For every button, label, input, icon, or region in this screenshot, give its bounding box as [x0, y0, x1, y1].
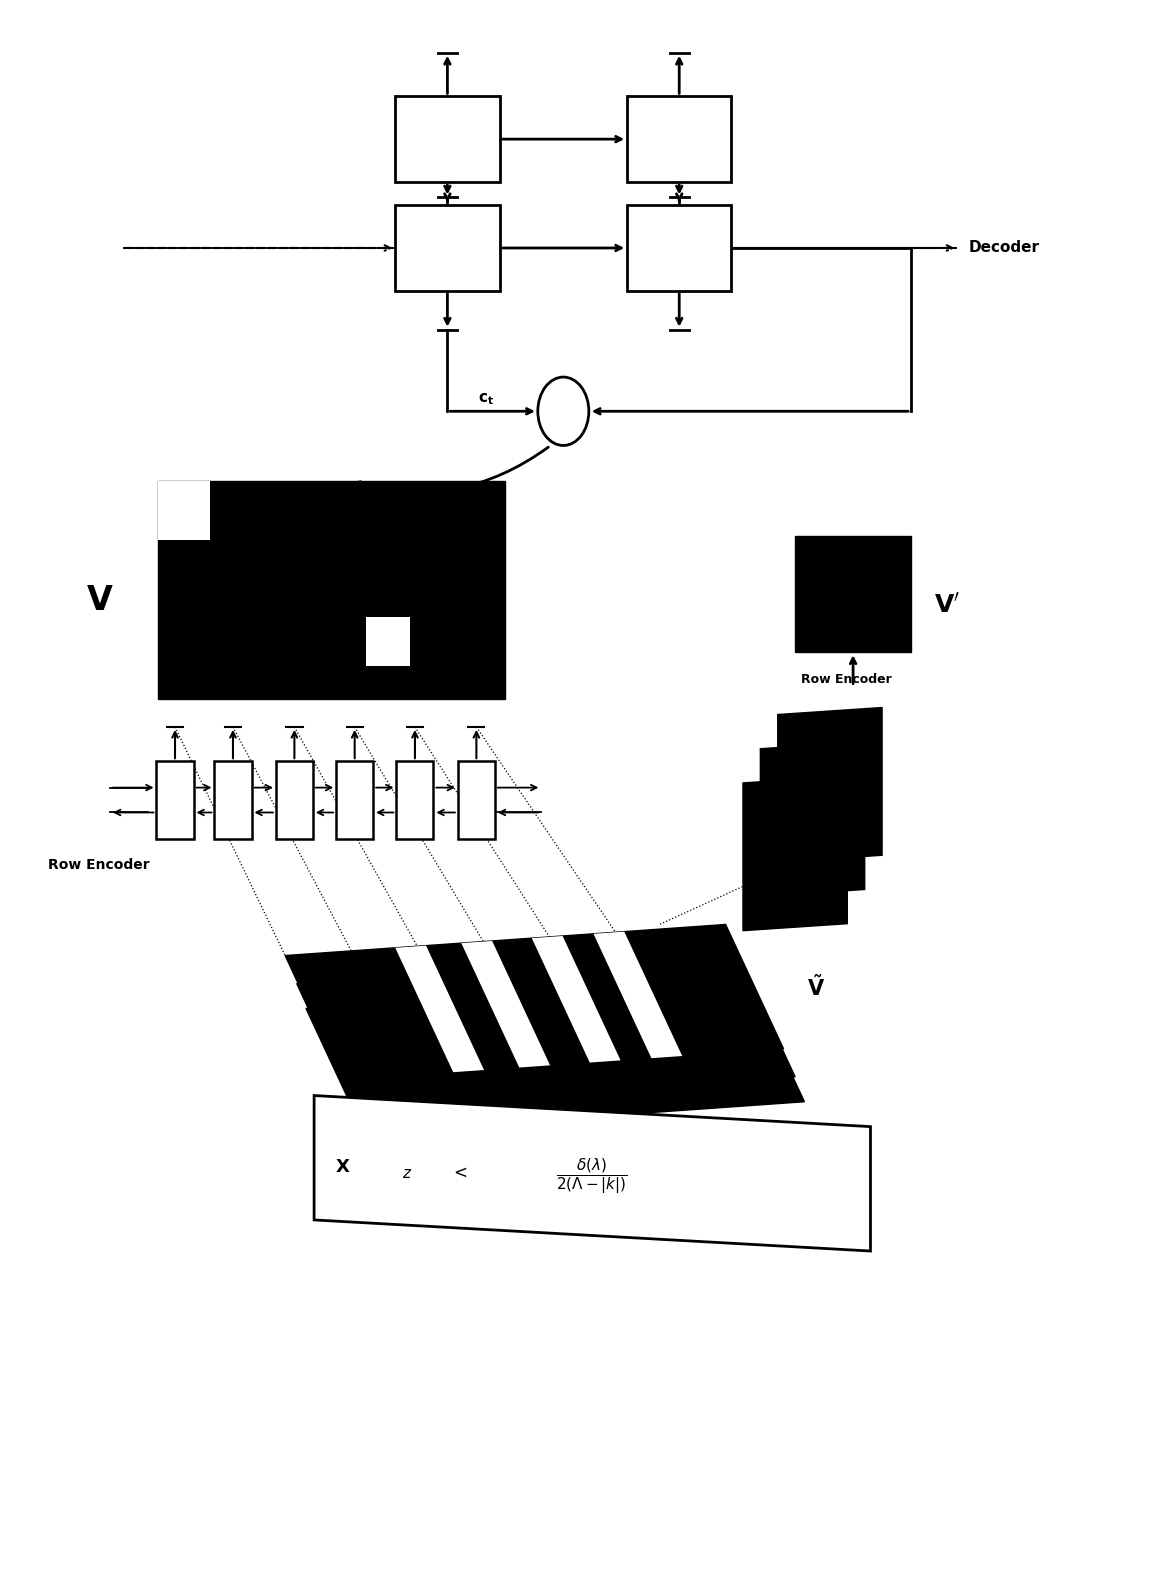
FancyBboxPatch shape — [396, 761, 434, 839]
Polygon shape — [594, 932, 683, 1058]
Text: $o_t$: $o_t$ — [673, 132, 685, 146]
Polygon shape — [306, 977, 805, 1133]
FancyBboxPatch shape — [276, 761, 313, 839]
Text: $\mathbf{X}$: $\mathbf{X}$ — [335, 1158, 351, 1177]
Polygon shape — [743, 777, 847, 930]
FancyBboxPatch shape — [395, 206, 500, 290]
FancyBboxPatch shape — [215, 761, 251, 839]
Polygon shape — [395, 946, 484, 1072]
FancyBboxPatch shape — [157, 482, 210, 540]
Text: $\mathbf{V'}$: $\mathbf{V'}$ — [934, 593, 961, 618]
Text: $o_{t-1}$: $o_{t-1}$ — [434, 132, 461, 146]
Polygon shape — [531, 937, 621, 1062]
FancyBboxPatch shape — [795, 535, 911, 653]
Text: $\mathbf{V}$: $\mathbf{V}$ — [86, 585, 114, 618]
Text: $z$: $z$ — [401, 1166, 412, 1181]
Polygon shape — [314, 1095, 870, 1250]
Polygon shape — [285, 924, 784, 1079]
FancyBboxPatch shape — [157, 482, 506, 698]
Text: Decoder: Decoder — [969, 240, 1040, 256]
Text: Row Encoder: Row Encoder — [801, 673, 891, 686]
FancyBboxPatch shape — [628, 96, 732, 182]
FancyBboxPatch shape — [366, 617, 411, 667]
Text: $h_{t-1}$: $h_{t-1}$ — [434, 240, 461, 256]
Text: $h_t$: $h_t$ — [673, 240, 686, 256]
FancyBboxPatch shape — [395, 96, 500, 182]
Polygon shape — [461, 941, 550, 1067]
Polygon shape — [778, 708, 882, 863]
Text: $\dfrac{\delta(\lambda)}{2(\Lambda - |k|)}$: $\dfrac{\delta(\lambda)}{2(\Lambda - |k|… — [556, 1156, 629, 1196]
FancyBboxPatch shape — [156, 761, 194, 839]
Polygon shape — [297, 952, 795, 1108]
Text: $\mathbf{c_t}$: $\mathbf{c_t}$ — [477, 391, 494, 406]
Text: $\tilde{\mathbf{V}}$: $\tilde{\mathbf{V}}$ — [807, 974, 825, 999]
Polygon shape — [760, 742, 865, 896]
FancyBboxPatch shape — [337, 761, 373, 839]
Text: $<$: $<$ — [450, 1164, 468, 1183]
Text: Row Encoder: Row Encoder — [48, 858, 149, 872]
FancyBboxPatch shape — [457, 761, 495, 839]
FancyBboxPatch shape — [628, 206, 732, 290]
